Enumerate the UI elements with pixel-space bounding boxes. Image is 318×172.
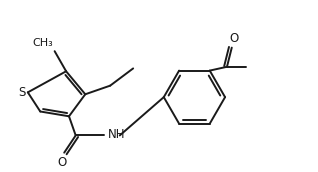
Text: S: S — [18, 86, 26, 99]
Text: O: O — [58, 155, 67, 169]
Text: CH₃: CH₃ — [32, 38, 53, 48]
Text: O: O — [229, 32, 238, 45]
Text: NH: NH — [108, 128, 126, 141]
